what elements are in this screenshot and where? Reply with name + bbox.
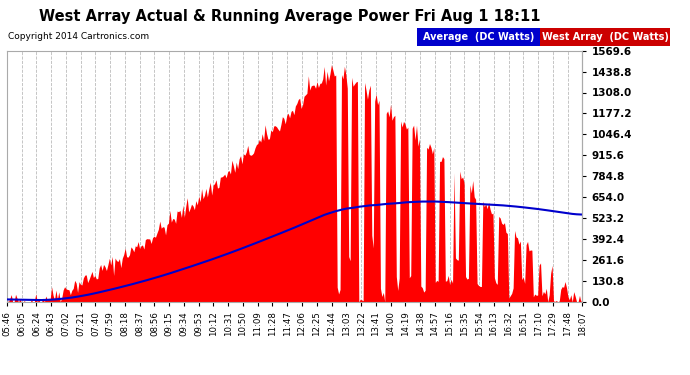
Text: Copyright 2014 Cartronics.com: Copyright 2014 Cartronics.com [8, 32, 150, 41]
Text: West Array  (DC Watts): West Array (DC Watts) [542, 32, 669, 42]
Text: West Array Actual & Running Average Power Fri Aug 1 18:11: West Array Actual & Running Average Powe… [39, 9, 540, 24]
Text: Average  (DC Watts): Average (DC Watts) [423, 32, 535, 42]
